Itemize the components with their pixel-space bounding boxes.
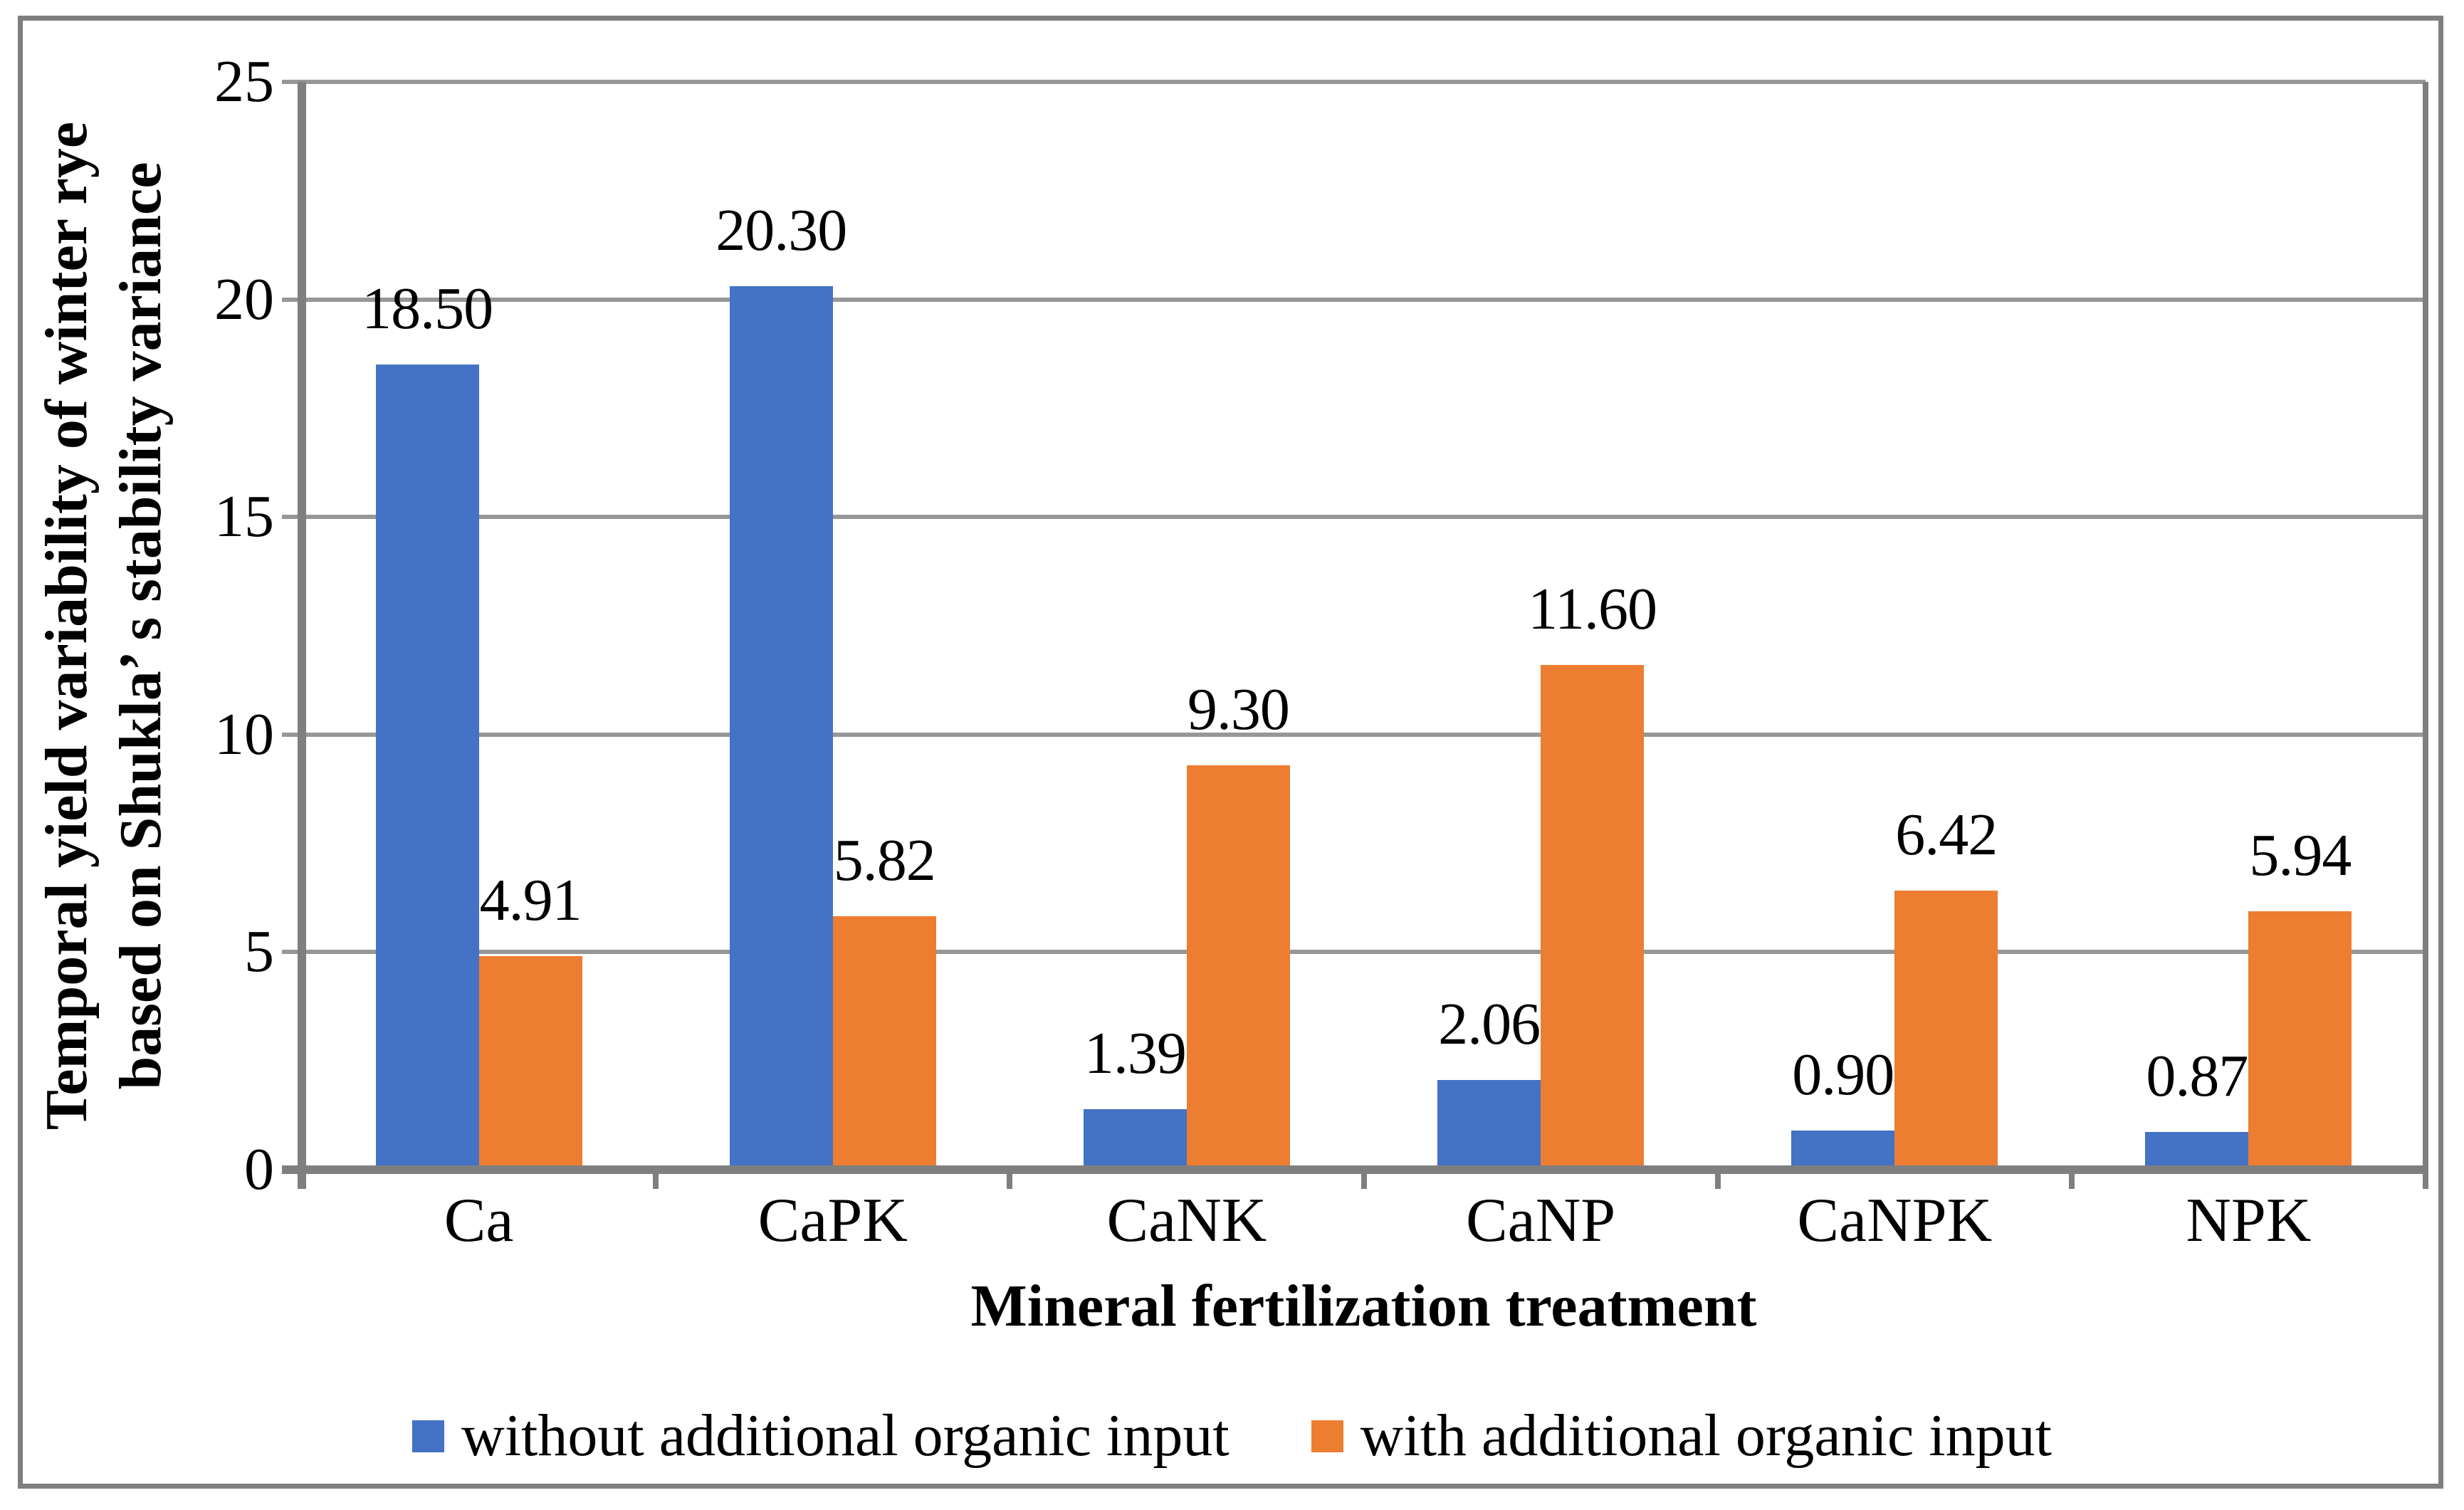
x-category-label-CaNP: CaNP bbox=[1465, 1186, 1616, 1255]
plot-right-border bbox=[2423, 82, 2428, 1189]
y-axis-line bbox=[298, 82, 306, 1189]
bar-without-CaNPK bbox=[1791, 1131, 1895, 1170]
y-axis-title-line2: based on Shukla’ s stability variance bbox=[108, 162, 174, 1090]
x-axis-tick bbox=[1007, 1170, 1013, 1189]
x-axis-tick bbox=[653, 1170, 659, 1189]
bar-without-CaPK bbox=[729, 286, 833, 1170]
bar-with-CaNPK bbox=[1894, 891, 1998, 1170]
legend-swatch-icon bbox=[1311, 1420, 1343, 1452]
y-tick-label: 5 bbox=[244, 918, 274, 985]
bar-with-CaNK bbox=[1186, 765, 1290, 1170]
data-label-with-CaNP: 11.60 bbox=[1528, 576, 1657, 642]
data-label-without-NPK: 0.87 bbox=[2146, 1043, 2248, 1109]
y-axis-title-line1: Temporal yield variability of winter rye bbox=[33, 121, 100, 1131]
y-tick-label: 10 bbox=[214, 701, 274, 767]
x-axis-tick bbox=[1714, 1170, 1721, 1189]
figure-border bbox=[18, 16, 2443, 1489]
data-label-with-CaPK: 5.82 bbox=[833, 827, 936, 893]
legend-swatch-icon bbox=[412, 1420, 445, 1452]
x-category-label-Ca: Ca bbox=[444, 1186, 514, 1255]
x-axis-line bbox=[282, 1165, 2428, 1174]
data-label-without-CaNP: 2.06 bbox=[1438, 991, 1541, 1057]
data-label-with-CaNPK: 6.42 bbox=[1895, 802, 1998, 868]
gridline-y10 bbox=[282, 732, 2426, 737]
data-label-with-NPK: 5.94 bbox=[2249, 822, 2352, 888]
legend: without additional organic input with add… bbox=[0, 1404, 2464, 1468]
y-axis-title: Temporal yield variability of winter rye… bbox=[30, 78, 178, 1174]
y-tick-label: 15 bbox=[214, 483, 274, 550]
y-tick-label: 25 bbox=[214, 48, 274, 115]
bar-with-Ca bbox=[478, 956, 582, 1170]
x-category-label-NPK: NPK bbox=[2186, 1186, 2312, 1255]
data-label-without-CaPK: 20.30 bbox=[715, 197, 847, 263]
y-tick-label: 20 bbox=[214, 266, 274, 332]
x-category-label-CaNPK: CaNPK bbox=[1797, 1186, 1993, 1255]
x-category-label-CaPK: CaPK bbox=[757, 1186, 908, 1255]
bar-without-Ca bbox=[375, 365, 479, 1170]
x-axis-tick bbox=[1361, 1170, 1367, 1189]
data-label-with-Ca: 4.91 bbox=[479, 867, 582, 933]
data-label-with-CaNK: 9.30 bbox=[1187, 676, 1290, 743]
gridline-y25 bbox=[282, 80, 2426, 84]
x-category-label-CaNK: CaNK bbox=[1106, 1186, 1267, 1255]
bar-with-NPK bbox=[2248, 911, 2352, 1170]
legend-label: without additional organic input bbox=[461, 1402, 1230, 1469]
x-axis-tick bbox=[2068, 1170, 2075, 1189]
legend-label: with additional organic input bbox=[1360, 1402, 2052, 1469]
data-label-without-CaNPK: 0.90 bbox=[1792, 1042, 1894, 1108]
legend-item-without: without additional organic input bbox=[412, 1404, 1230, 1468]
legend-item-with: with additional organic input bbox=[1311, 1404, 2052, 1468]
bar-without-CaNK bbox=[1083, 1109, 1187, 1170]
data-label-without-Ca: 18.50 bbox=[362, 276, 493, 342]
y-tick-label: 0 bbox=[244, 1136, 274, 1202]
gridline-y5 bbox=[282, 950, 2426, 955]
gridline-y15 bbox=[282, 515, 2426, 520]
data-label-without-CaNK: 1.39 bbox=[1084, 1020, 1187, 1086]
bar-without-NPK bbox=[2145, 1132, 2249, 1170]
bar-without-CaNP bbox=[1437, 1080, 1541, 1170]
gridline-y20 bbox=[282, 297, 2426, 302]
x-axis-title: Mineral fertilization treatment bbox=[970, 1273, 1757, 1339]
bar-with-CaPK bbox=[832, 916, 936, 1170]
bar-with-CaNP bbox=[1541, 665, 1645, 1170]
